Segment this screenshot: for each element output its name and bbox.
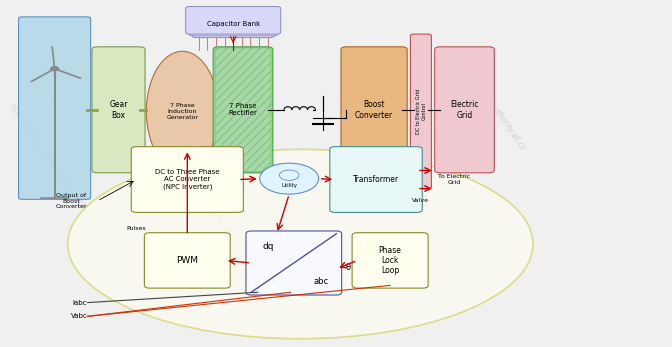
FancyBboxPatch shape: [213, 47, 273, 173]
Text: Electric
Grid: Electric Grid: [450, 100, 478, 119]
Text: encyclopdia.aroadauthority.all.cc: encyclopdia.aroadauthority.all.cc: [447, 43, 527, 152]
FancyBboxPatch shape: [341, 47, 407, 173]
Text: Gear
Box: Gear Box: [110, 100, 128, 119]
Text: Transformer: Transformer: [353, 175, 399, 184]
Text: Pulses: Pulses: [127, 226, 146, 231]
Ellipse shape: [146, 51, 218, 172]
Text: 7 Phase
Induction
Generator: 7 Phase Induction Generator: [167, 103, 198, 120]
Text: DC to Three Phase
AC Converter
(NPC Inverter): DC to Three Phase AC Converter (NPC Inve…: [155, 169, 220, 190]
Text: Iabc: Iabc: [73, 299, 87, 306]
Text: 7 Phase
Rectifier: 7 Phase Rectifier: [228, 103, 257, 116]
Ellipse shape: [68, 150, 533, 339]
Text: encyclopdia.aroadauthority.all.cc: encyclopdia.aroadauthority.all.cc: [159, 136, 239, 245]
Text: Vabc: Vabc: [71, 313, 87, 319]
Circle shape: [259, 163, 319, 194]
FancyBboxPatch shape: [144, 233, 230, 288]
Circle shape: [50, 67, 58, 71]
FancyBboxPatch shape: [246, 231, 341, 295]
FancyBboxPatch shape: [189, 8, 278, 36]
Text: PWM: PWM: [176, 256, 198, 265]
Text: Boost
Converter: Boost Converter: [355, 100, 393, 119]
Text: Utility: Utility: [281, 183, 297, 188]
FancyBboxPatch shape: [92, 47, 145, 173]
FancyBboxPatch shape: [131, 147, 243, 212]
FancyBboxPatch shape: [352, 233, 428, 288]
Text: Capacitor Bank: Capacitor Bank: [206, 21, 260, 27]
Text: Valve: Valve: [413, 197, 429, 203]
FancyBboxPatch shape: [411, 34, 431, 189]
FancyBboxPatch shape: [19, 17, 91, 199]
Text: Output of
Boost
Converter: Output of Boost Converter: [55, 193, 87, 209]
FancyBboxPatch shape: [435, 47, 495, 173]
FancyBboxPatch shape: [185, 7, 281, 34]
FancyBboxPatch shape: [192, 10, 274, 37]
Text: Phase
Lock
Loop: Phase Lock Loop: [379, 246, 402, 275]
FancyBboxPatch shape: [330, 147, 422, 212]
Text: dq: dq: [263, 242, 274, 251]
Text: abc: abc: [313, 277, 329, 286]
Text: θ: θ: [345, 263, 351, 272]
Text: DC to Electric Grid
Control: DC to Electric Grid Control: [415, 89, 426, 134]
Text: ncyclopedia.aroadauthority.all.cc: ncyclopedia.aroadauthority.all.cc: [8, 102, 88, 211]
Text: To Electric
Grid: To Electric Grid: [438, 174, 470, 185]
